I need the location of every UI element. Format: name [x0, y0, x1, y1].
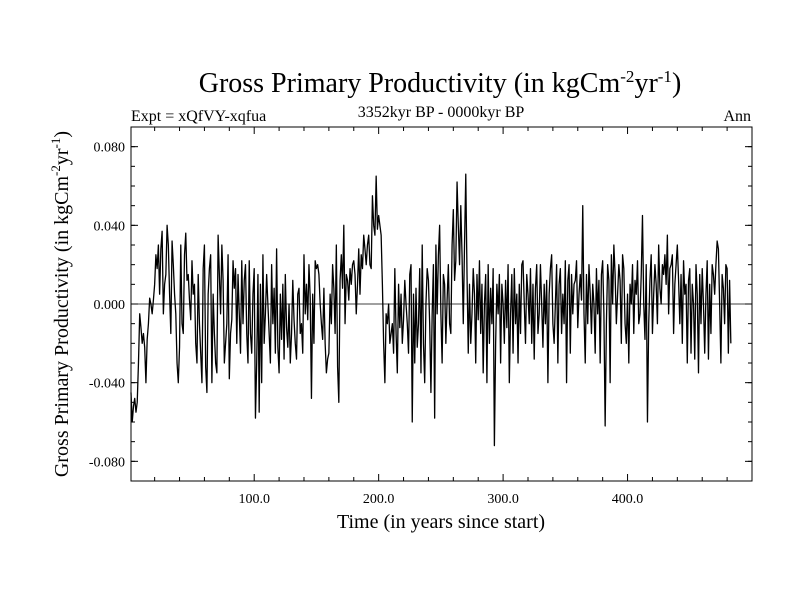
y-tick-label: -0.080	[89, 455, 125, 470]
y-tick-label: 0.000	[94, 298, 126, 313]
x-tick-label: 300.0	[487, 492, 519, 507]
y-axis-ticks: -0.080 -0.040 0.000 0.040 0.080	[89, 141, 752, 470]
y-axis-label: Gross Primary Productivity (in kgCm-2yr-…	[48, 131, 73, 477]
x-tick-label: 100.0	[238, 492, 270, 507]
y-tick-label: 0.040	[94, 219, 126, 234]
time-range-label: 3352kyr BP - 0000kyr BP	[358, 104, 525, 121]
x-axis-label: Time (in years since start)	[337, 511, 545, 533]
x-axis-ticks: 100.0 200.0 300.0 400.0	[154, 127, 728, 507]
x-tick-label: 400.0	[612, 492, 644, 507]
y-tick-label: 0.080	[94, 141, 126, 156]
y-tick-label: -0.040	[89, 377, 125, 392]
x-tick-label: 200.0	[363, 492, 395, 507]
gpp-series-line	[130, 173, 732, 447]
season-label: Ann	[723, 108, 751, 125]
experiment-label: Expt = xQfVY-xqfua	[131, 108, 266, 125]
chart-title: Gross Primary Productivity (in kgCm-2yr-…	[199, 67, 682, 99]
